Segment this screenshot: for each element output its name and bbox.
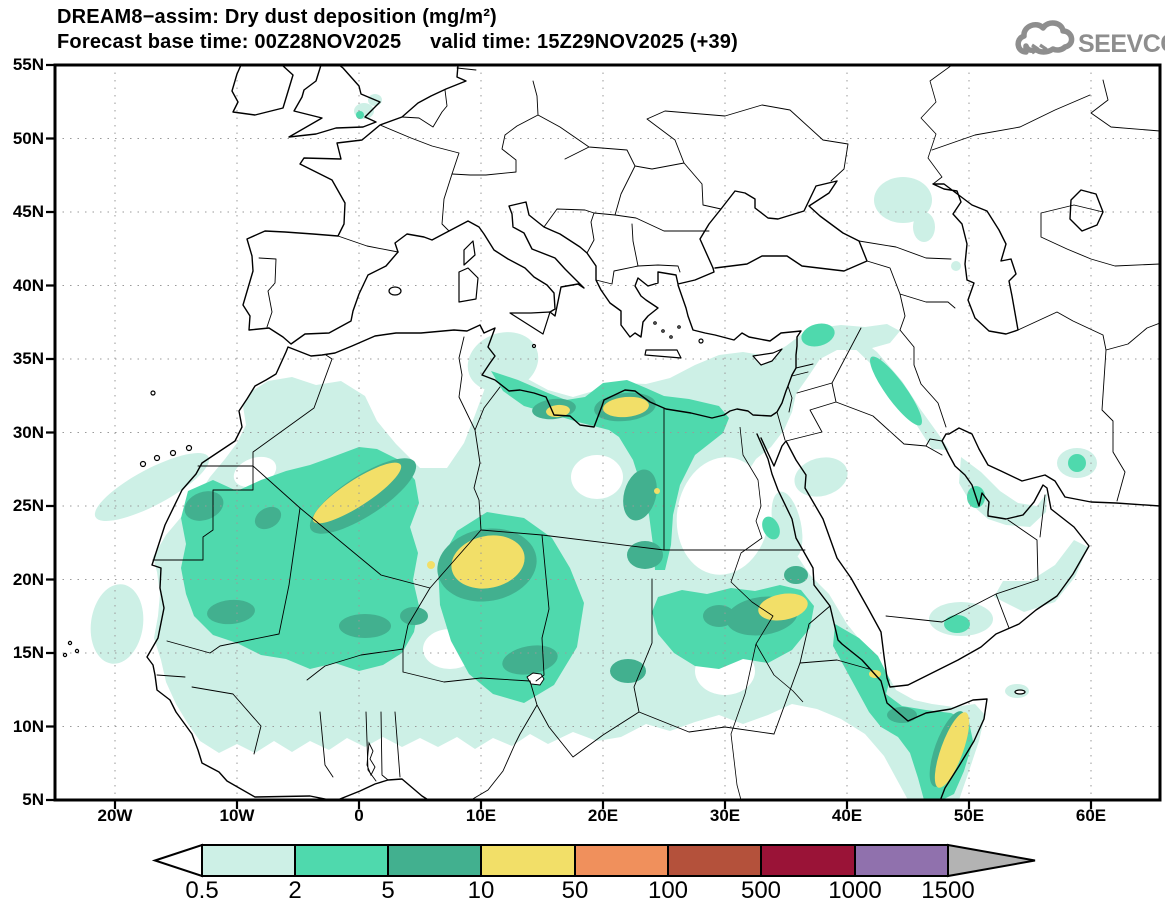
x-axis-label: 0: [354, 806, 364, 825]
y-axis-label: 50N: [12, 129, 44, 148]
y-axis-label: 20N: [12, 570, 44, 589]
colorbar: [151, 843, 1036, 878]
seevccc-cloud-icon: [1012, 16, 1076, 60]
colorbar-label: 10: [467, 877, 495, 904]
colorbar-cell-5: [574, 844, 669, 877]
axis-ticks: [46, 63, 1093, 809]
y-axis-label: 5N: [22, 790, 44, 809]
y-axis-label: 25N: [12, 496, 44, 515]
colorbar-label: 5: [381, 877, 395, 904]
colorbar-label: 500: [740, 877, 782, 904]
colorbar-arrow-right: [947, 843, 1036, 878]
colorbar-label: 1500: [921, 877, 975, 904]
x-axis-label: 60E: [1075, 806, 1107, 825]
coastlines: [146, 65, 1160, 800]
colorbar-cell-2: [294, 844, 389, 877]
figure-subtitle: Forecast base time: 00Z28NOV2025 valid t…: [57, 31, 738, 53]
y-axis-label: 55N: [12, 55, 44, 74]
colorbar-label: 1000: [828, 877, 882, 904]
colorbar-label: 100: [647, 877, 689, 904]
y-axis-label: 30N: [12, 423, 44, 442]
x-axis-label: 20W: [97, 806, 133, 825]
colorbar-cell-1: [201, 844, 296, 877]
colorbar-cell-8: [854, 844, 949, 877]
x-axis-label: 10E: [465, 806, 497, 825]
y-axis-label: 10N: [12, 717, 44, 736]
x-axis-label: 40E: [831, 806, 863, 825]
y-axis-label: 40N: [12, 276, 44, 295]
x-axis-label: 30E: [709, 806, 741, 825]
country-borders: [152, 67, 1160, 800]
y-axis-label: 45N: [12, 202, 44, 221]
y-axis-label: 15N: [12, 643, 44, 662]
x-axis-label: 20E: [587, 806, 619, 825]
colorbar-arrow-left: [151, 843, 203, 878]
colorbar-label: 50: [561, 877, 589, 904]
colorbar-cell-3: [387, 844, 482, 877]
colorbar-label: 0.5: [185, 877, 219, 904]
islands: [62, 240, 1026, 695]
x-axis-label: 10W: [219, 806, 255, 825]
colorbar-cell-7: [760, 844, 856, 877]
colorbar-label: 2: [288, 877, 302, 904]
seevccc-logo-text: SEEVCCC: [1078, 30, 1165, 58]
colorbar-cell-6: [667, 844, 762, 877]
colorbar-cell-4: [480, 844, 576, 877]
y-axis-label: 35N: [12, 349, 44, 368]
x-axis-label: 50E: [953, 806, 985, 825]
figure-title: DREAM8−assim: Dry dust deposition (mg/m²…: [57, 6, 497, 28]
dust-contours-level-10: [312, 396, 970, 788]
